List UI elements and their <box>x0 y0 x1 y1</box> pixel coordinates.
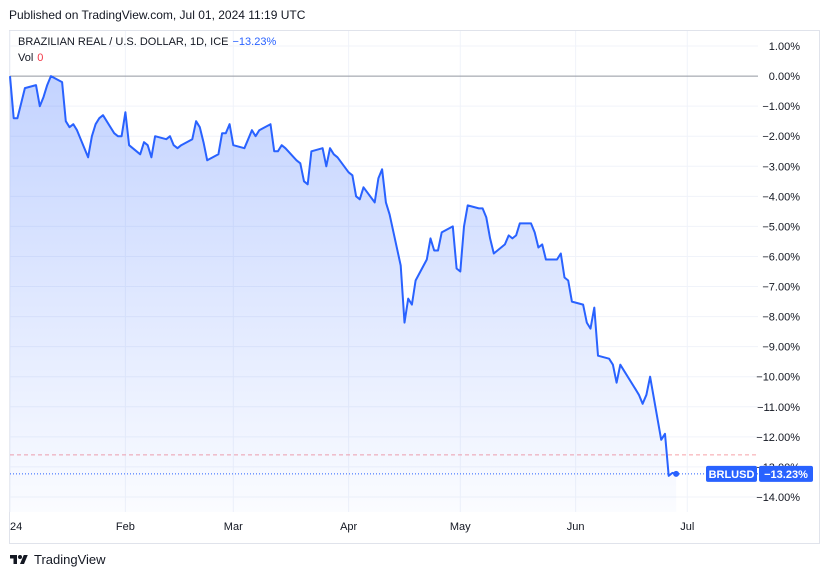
x-tick-label: Apr <box>340 521 357 533</box>
y-tick-label: −12.00% <box>756 432 800 444</box>
y-tick-label: −1.00% <box>762 101 800 113</box>
y-tick-label: −4.00% <box>762 191 800 203</box>
y-tick-label: −9.00% <box>762 342 800 354</box>
y-tick-label: −3.00% <box>762 161 800 173</box>
x-tick-label: Feb <box>116 521 135 533</box>
x-tick-label: Jul <box>680 521 694 533</box>
x-tick-label: 24 <box>10 521 22 533</box>
symbol-title[interactable]: BRAZILIAN REAL / U.S. DOLLAR, 1D, ICE <box>18 36 229 48</box>
value-tag-bg <box>759 465 813 482</box>
symbol-tag-label: BRLUSD <box>709 469 755 481</box>
footer-brand[interactable]: TradingView <box>9 552 106 567</box>
y-tick-label: 1.00% <box>769 41 800 53</box>
value-tag-label: −13.23% <box>764 469 808 481</box>
x-tick-label: Jun <box>567 521 585 533</box>
y-tick-label: −7.00% <box>762 282 800 294</box>
x-tick-label: May <box>450 521 471 533</box>
y-tick-label: −11.00% <box>757 402 800 414</box>
symbol-tag-bg <box>706 465 757 482</box>
y-tick-label: −2.00% <box>762 131 800 143</box>
y-tick-label: −14.00% <box>756 492 800 504</box>
footer-brand-label: TradingView <box>34 552 106 567</box>
last-point-marker <box>673 470 680 477</box>
change-value: −13.23% <box>232 36 277 48</box>
y-tick-label: −8.00% <box>762 312 800 324</box>
volume-value: 0 <box>37 52 44 64</box>
y-tick-label: −6.00% <box>762 251 800 263</box>
y-tick-label: −5.00% <box>762 221 800 233</box>
volume-legend: Vol 0 <box>18 52 43 64</box>
volume-label[interactable]: Vol <box>18 52 34 64</box>
published-caption: Published on TradingView.com, Jul 01, 20… <box>9 8 306 22</box>
tradingview-logo-icon <box>10 554 28 564</box>
y-tick-label: 0.00% <box>769 71 800 83</box>
y-tick-label: −10.00% <box>756 372 800 384</box>
chart-legend: BRAZILIAN REAL / U.S. DOLLAR, 1D, ICE −13… <box>18 36 276 48</box>
x-tick-label: Mar <box>224 521 243 533</box>
area-fill <box>10 76 677 512</box>
series-line <box>9 75 677 477</box>
